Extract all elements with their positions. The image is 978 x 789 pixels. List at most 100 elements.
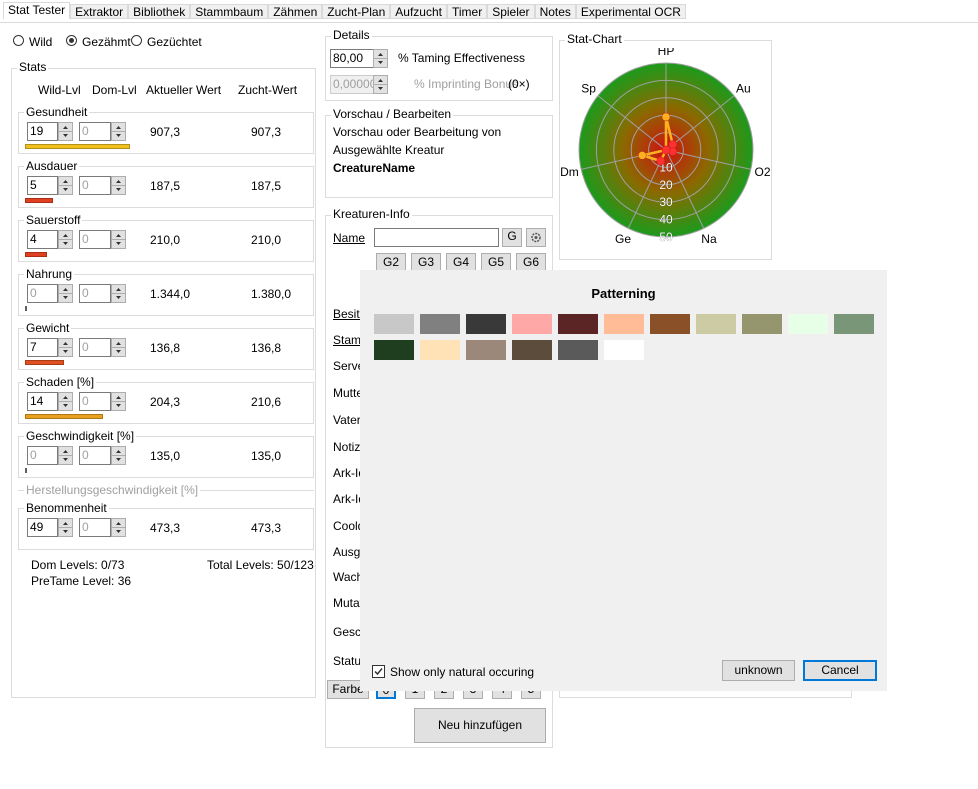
- color-swatch[interactable]: [374, 340, 414, 360]
- tab[interactable]: Notes: [534, 4, 576, 19]
- radio-label: Gezüchtet: [147, 35, 202, 49]
- axis-label: Dm: [560, 165, 579, 179]
- color-swatch[interactable]: [604, 340, 644, 360]
- axis-label: HP: [658, 48, 675, 58]
- tab[interactable]: Zucht-Plan: [322, 4, 391, 19]
- colors-button[interactable]: Farbe: [327, 680, 369, 699]
- g-button[interactable]: G: [502, 228, 522, 247]
- spinner[interactable]: [111, 392, 126, 411]
- color-swatch[interactable]: [696, 314, 736, 334]
- color-swatch[interactable]: [834, 314, 874, 334]
- tab[interactable]: Extraktor: [70, 4, 129, 19]
- ring-label: 50: [659, 230, 673, 244]
- imprinting-multiplier: (0×): [508, 77, 530, 91]
- spinner[interactable]: [58, 392, 73, 411]
- check-mark: [374, 668, 383, 676]
- color-swatch[interactable]: [512, 314, 552, 334]
- spinner[interactable]: [111, 176, 126, 195]
- dom-level[interactable]: 0: [79, 392, 111, 411]
- wild-level[interactable]: 0: [27, 284, 58, 303]
- wild-level[interactable]: 49: [27, 518, 58, 537]
- radio[interactable]: [66, 35, 77, 46]
- spinner[interactable]: [111, 446, 126, 465]
- wild-level[interactable]: 19: [27, 122, 58, 141]
- spinner[interactable]: [111, 284, 126, 303]
- color-swatch[interactable]: [742, 314, 782, 334]
- color-swatch[interactable]: [788, 314, 828, 334]
- cancel-button[interactable]: Cancel: [803, 660, 877, 681]
- tab[interactable]: Stammbaum: [190, 4, 269, 19]
- color-swatch[interactable]: [604, 314, 644, 334]
- stat-row: [18, 166, 314, 208]
- color-swatch[interactable]: [466, 340, 506, 360]
- wild-level[interactable]: 14: [27, 392, 58, 411]
- color-swatch[interactable]: [420, 340, 460, 360]
- gear-icon: [531, 232, 541, 243]
- tab[interactable]: Experimental OCR: [575, 4, 686, 19]
- tab[interactable]: Aufzucht: [390, 4, 447, 19]
- stat-point: [638, 151, 647, 160]
- spinner[interactable]: [111, 518, 126, 537]
- tab[interactable]: Stat Tester: [3, 2, 71, 19]
- spinner[interactable]: [111, 122, 126, 141]
- stat-row: [18, 220, 314, 262]
- dom-level[interactable]: 0: [79, 518, 111, 537]
- spinner-arrows: [112, 180, 125, 191]
- tab[interactable]: Bibliothek: [128, 4, 191, 19]
- spinner[interactable]: [58, 230, 73, 249]
- wild-level[interactable]: 5: [27, 176, 58, 195]
- wild-level[interactable]: 0: [27, 446, 58, 465]
- spinner[interactable]: [111, 338, 126, 357]
- wild-level[interactable]: 4: [27, 230, 58, 249]
- generation-button[interactable]: G6: [516, 253, 546, 272]
- color-swatch[interactable]: [558, 340, 598, 360]
- dom-level[interactable]: 0: [79, 284, 111, 303]
- spinner[interactable]: [58, 518, 73, 537]
- spinner[interactable]: [58, 338, 73, 357]
- field-label: Coold: [333, 519, 365, 533]
- settings-button[interactable]: [526, 228, 546, 247]
- checkbox-label: Show only natural occuring: [390, 665, 535, 679]
- add-button[interactable]: Neu hinzufügen: [414, 708, 546, 743]
- spinner[interactable]: [373, 49, 388, 68]
- dialog-title: Patterning: [591, 286, 656, 301]
- color-swatch[interactable]: [466, 314, 506, 334]
- color-swatch[interactable]: [374, 314, 414, 334]
- field-label: Gesch: [333, 625, 368, 639]
- wild-level[interactable]: 7: [27, 338, 58, 357]
- breeding-value: 473,3: [251, 521, 282, 535]
- spinner[interactable]: [58, 446, 73, 465]
- creature-info-group-title: Kreaturen-Info: [331, 207, 412, 221]
- color-swatch[interactable]: [512, 340, 552, 360]
- breeding-value: 135,0: [251, 449, 282, 463]
- color-swatch[interactable]: [558, 314, 598, 334]
- dom-level[interactable]: 0: [79, 122, 111, 141]
- dom-level[interactable]: 0: [79, 176, 111, 195]
- generation-button[interactable]: G2: [376, 253, 406, 272]
- radio-label: Wild: [29, 35, 53, 49]
- field-label: Vater: [333, 413, 361, 427]
- current-value: 1.344,0: [150, 287, 191, 301]
- unknown-button[interactable]: unknown: [722, 660, 795, 681]
- spinner[interactable]: [111, 230, 126, 249]
- dom-level[interactable]: 0: [79, 230, 111, 249]
- generation-button[interactable]: G5: [481, 253, 511, 272]
- tab[interactable]: Spieler: [487, 4, 535, 19]
- color-swatch[interactable]: [420, 314, 460, 334]
- dom-level[interactable]: 0: [79, 338, 111, 357]
- tab[interactable]: Timer: [446, 4, 488, 19]
- dom-level[interactable]: 0: [79, 446, 111, 465]
- spinner[interactable]: [58, 122, 73, 141]
- color-swatch[interactable]: [650, 314, 690, 334]
- spinner[interactable]: [58, 176, 73, 195]
- natural-checkbox[interactable]: [372, 665, 385, 678]
- breeding-value: 210,6: [251, 395, 282, 409]
- radio[interactable]: [13, 35, 24, 46]
- tab[interactable]: Zähmen: [268, 4, 323, 19]
- name-input[interactable]: [374, 228, 499, 247]
- spinner[interactable]: [373, 75, 388, 94]
- radio[interactable]: [131, 35, 142, 46]
- spinner[interactable]: [58, 284, 73, 303]
